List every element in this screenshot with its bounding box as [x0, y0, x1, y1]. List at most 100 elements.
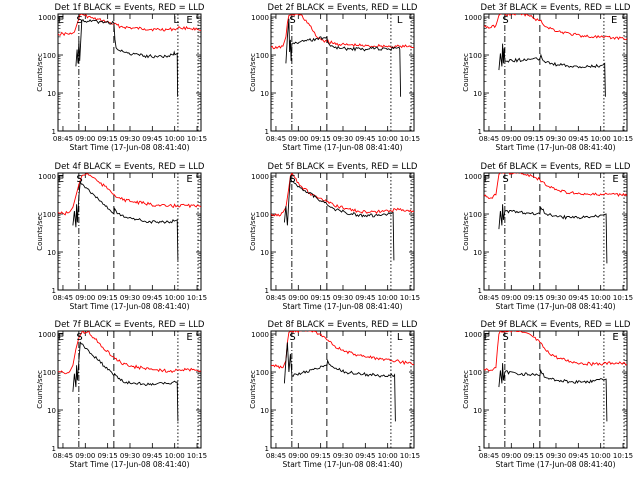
phase-marker-label: E: [58, 15, 64, 26]
y-tick-label: 1: [478, 287, 482, 295]
x-tick-label: 10:00: [591, 135, 611, 143]
y-tick-label: 100: [469, 211, 482, 219]
phase-marker-label: E: [484, 332, 490, 343]
x-tick-label: 09:30: [546, 135, 566, 143]
chart-title: Det 1f BLACK = Events, RED = LLD: [55, 3, 205, 13]
chart-title: Det 9f BLACK = Events, RED = LLD: [481, 320, 631, 330]
phase-marker-label: E: [186, 174, 192, 185]
x-tick-label: 09:00: [75, 294, 95, 302]
chart-panel-6: Det 6f BLACK = Events, RED = LLD 1 10 100 10…: [462, 162, 633, 311]
y-tick-label: 10: [260, 407, 269, 415]
event-rate-series: [72, 180, 179, 261]
x-tick-label: 09:30: [120, 294, 140, 302]
y-tick-label: 1000: [38, 14, 56, 22]
x-tick-label: 09:15: [524, 452, 544, 460]
x-axis-label: Start Time (17-Jun-08 08:41:40): [283, 302, 403, 311]
phase-marker-label: S: [289, 332, 295, 343]
x-tick-label: 10:00: [378, 135, 398, 143]
plot-frame: [270, 13, 415, 132]
chart-title: Det 3f BLACK = Events, RED = LLD: [481, 3, 631, 13]
y-tick-label: 1000: [251, 331, 269, 339]
x-tick-label: 09:00: [75, 452, 95, 460]
phase-marker-label: L: [397, 332, 403, 343]
x-tick-label: 09:15: [98, 135, 118, 143]
x-axis-label: Start Time (17-Jun-08 08:41:40): [70, 460, 190, 469]
x-axis-label: Start Time (17-Jun-08 08:41:40): [496, 302, 616, 311]
y-axis-label: Counts/sec: [36, 370, 44, 409]
x-tick-label: 09:00: [288, 135, 308, 143]
x-tick-label: 08:45: [53, 294, 73, 302]
phase-marker-label: E: [58, 174, 64, 185]
y-tick-label: 100: [469, 52, 482, 60]
x-axis-label: Start Time (17-Jun-08 08:41:40): [283, 460, 403, 469]
x-axis-label: Start Time (17-Jun-08 08:41:40): [283, 143, 403, 152]
y-axis-label: Counts/sec: [36, 212, 44, 251]
x-tick-label: 09:30: [120, 135, 140, 143]
y-tick-label: 1: [265, 287, 269, 295]
y-tick-label: 1: [265, 128, 269, 136]
chart-panel-4: Det 4f BLACK = Events, RED = LLD 1 10 100 10…: [36, 162, 207, 311]
y-axis-label: Counts/sec: [249, 212, 257, 251]
x-tick-label: 09:45: [568, 135, 588, 143]
x-tick-label: 09:15: [524, 294, 544, 302]
x-tick-label: 09:15: [311, 294, 331, 302]
phase-marker-label: E: [611, 15, 617, 26]
x-tick-label: 09:00: [288, 294, 308, 302]
plot-frame: [57, 13, 202, 132]
lld-rate-series: [484, 331, 627, 372]
lld-rate-series: [271, 14, 414, 50]
y-tick-label: 100: [256, 52, 269, 60]
chart-title: Det 6f BLACK = Events, RED = LLD: [481, 162, 631, 172]
y-tick-label: 1: [52, 445, 56, 453]
y-tick-label: 10: [47, 249, 56, 257]
x-tick-label: 10:15: [613, 452, 633, 460]
phase-marker-label: E: [484, 174, 490, 185]
x-tick-label: 09:45: [142, 452, 162, 460]
phase-marker-label: S: [502, 332, 508, 343]
event-rate-series: [283, 177, 395, 261]
phase-marker-label: E: [186, 15, 192, 26]
x-tick-label: 08:45: [479, 135, 499, 143]
y-tick-label: 10: [260, 249, 269, 257]
x-tick-label: 10:00: [165, 294, 185, 302]
x-tick-label: 09:30: [546, 294, 566, 302]
plot-frame: [483, 172, 628, 291]
y-tick-label: 1000: [251, 14, 269, 22]
phase-marker-label: E: [612, 174, 618, 185]
phase-marker-label: S: [76, 174, 82, 185]
y-tick-label: 1000: [38, 173, 56, 181]
plot-frame: [483, 330, 628, 449]
x-tick-label: 08:45: [479, 294, 499, 302]
phase-marker-label: S: [502, 15, 508, 26]
x-tick-label: 09:15: [311, 135, 331, 143]
lld-rate-series: [484, 14, 627, 41]
y-tick-label: 100: [256, 211, 269, 219]
x-axis-label: Start Time (17-Jun-08 08:41:40): [496, 460, 616, 469]
x-tick-label: 09:45: [355, 135, 375, 143]
chart-panel-9: Det 9f BLACK = Events, RED = LLD 1 10 100 10…: [462, 320, 633, 469]
x-tick-label: 09:00: [288, 452, 308, 460]
x-tick-label: 10:15: [400, 294, 420, 302]
x-tick-label: 09:30: [546, 452, 566, 460]
phase-marker-label: E: [58, 332, 64, 343]
y-tick-label: 1: [52, 287, 56, 295]
x-tick-label: 10:15: [187, 294, 207, 302]
x-tick-label: 09:00: [501, 135, 521, 143]
y-tick-label: 1000: [464, 331, 482, 339]
y-tick-label: 1000: [38, 331, 56, 339]
lld-rate-series: [271, 331, 414, 369]
x-tick-label: 10:15: [613, 294, 633, 302]
x-tick-label: 09:15: [524, 135, 544, 143]
y-tick-label: 1: [478, 445, 482, 453]
plot-frame: [483, 13, 628, 132]
chart-panel-1: Det 1f BLACK = Events, RED = LLD 1 10 100 10…: [36, 3, 207, 152]
phase-marker-label: E: [612, 332, 618, 343]
x-tick-label: 10:15: [187, 135, 207, 143]
x-tick-label: 09:00: [501, 452, 521, 460]
lld-rate-series: [58, 14, 201, 37]
y-tick-label: 1000: [464, 173, 482, 181]
event-rate-series: [498, 43, 606, 97]
x-tick-label: 10:15: [613, 135, 633, 143]
x-tick-label: 09:30: [120, 452, 140, 460]
lld-rate-series: [58, 173, 201, 216]
